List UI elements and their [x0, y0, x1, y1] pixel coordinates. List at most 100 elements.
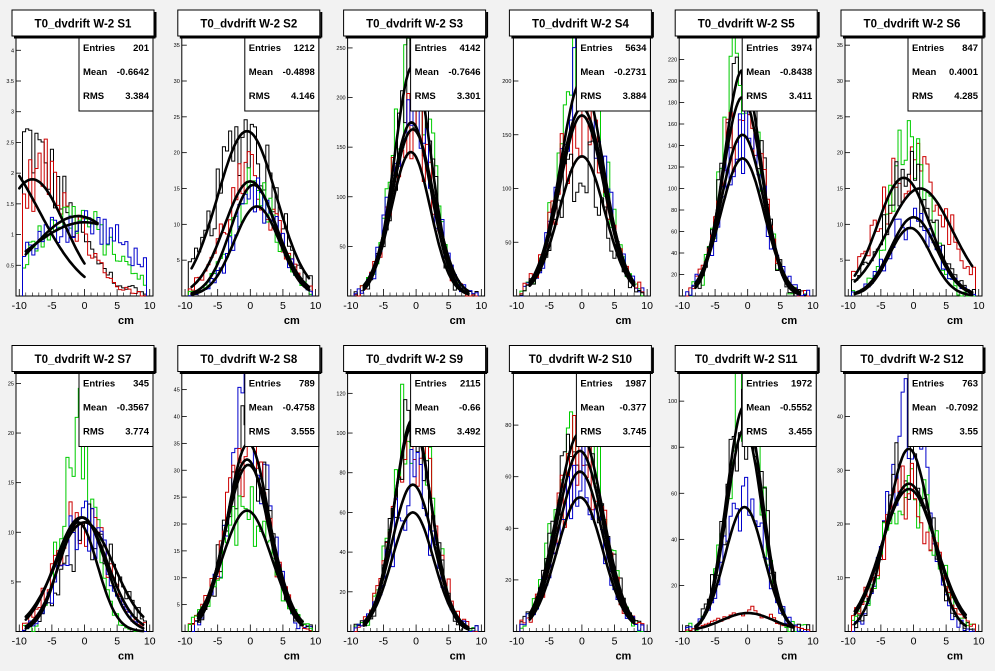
title-box [177, 9, 321, 37]
x-tick-label: -5 [47, 300, 56, 312]
stats-label: RMS [746, 427, 767, 438]
stats-label: Entries [580, 43, 612, 54]
y-tick-label: 80 [339, 471, 345, 477]
stats-box [244, 37, 320, 112]
chart-title: T0_dvdrift W-2 S10 [529, 354, 632, 366]
stats-label: RMS [415, 427, 436, 438]
x-tick-label: 5 [943, 300, 949, 312]
stats-value: 345 [133, 379, 150, 390]
histogram-panel: 20 40 60 80 100 120 -10 -5 0 5 10 cm Entries 2115 Mean… [333, 337, 496, 669]
histogram-panel: 50 100 150 200 -10 -5 0 5 10 cm Entries 5634 Mean -0.… [499, 2, 662, 334]
y-tick-label: 100 [668, 187, 677, 193]
gaussian-fit-curve [853, 176, 974, 294]
y-tick-label: 150 [502, 133, 511, 139]
y-tick-label: 30 [837, 79, 843, 85]
histogram-panel: 0.5 1 1.5 2 2.5 3 3.5 4 -10 -5 0 5 10 cm Entries 201 Mea… [2, 2, 164, 334]
y-tick-label: 180 [668, 101, 677, 107]
x-tick-label: 5 [280, 636, 286, 648]
y-tick-label: 15 [174, 549, 180, 555]
x-tick-label: 5 [280, 300, 286, 312]
x-tick-label: -5 [876, 636, 885, 648]
histogram-panel: 20 40 60 80 100 -10 -5 0 5 10 cm Entries 1972 Mean -0.… [665, 337, 827, 669]
y-tick-label: 1.5 [6, 202, 14, 208]
gaussian-fit-curve [853, 447, 968, 628]
stats-value: 3.492 [457, 427, 481, 438]
y-tick-label: 3.5 [6, 79, 14, 85]
stats-value: 847 [962, 43, 978, 54]
stats-value: 3.455 [788, 427, 812, 438]
stats-value: -0.7646 [448, 67, 480, 78]
x-tick-label: 0 [413, 300, 419, 312]
x-axis-label: cm [118, 315, 134, 327]
y-tick-label: 25 [837, 115, 843, 121]
stats-value: -0.6642 [117, 67, 149, 78]
gaussian-fit-curve [528, 154, 636, 288]
gaussian-fit-curve [362, 511, 470, 630]
stats-box [410, 373, 486, 447]
stats-label: Mean [580, 67, 604, 78]
x-tick-label: 0 [579, 636, 585, 648]
y-tick-label: 80 [671, 445, 677, 451]
x-tick-label: -5 [710, 300, 719, 312]
stats-value: -0.5552 [780, 403, 812, 414]
x-tick-label: -5 [47, 636, 56, 648]
x-tick-label: 5 [446, 300, 452, 312]
stats-label: RMS [746, 91, 767, 102]
y-tick-label: 20 [339, 590, 345, 596]
x-axis-label: cm [781, 315, 797, 327]
x-tick-label: 0 [82, 636, 88, 648]
stats-value: -0.66 [459, 403, 481, 414]
x-tick-label: -5 [379, 300, 388, 312]
stats-label: Entries [746, 379, 778, 390]
gaussian-fit-curve [528, 470, 636, 624]
stats-label: RMS [83, 427, 104, 438]
x-tick-label: 10 [641, 636, 653, 648]
title-box [343, 9, 487, 37]
stats-value: -0.377 [619, 403, 646, 414]
stats-value: -0.3567 [117, 403, 149, 414]
stats-value: 1972 [791, 379, 812, 390]
stats-label: Mean [415, 67, 439, 78]
y-tick-label: 100 [668, 399, 677, 405]
chart-title: T0_dvdrift W-2 S1 [35, 19, 133, 31]
y-tick-label: 140 [668, 144, 677, 150]
y-tick-label: 60 [505, 475, 511, 481]
y-tick-label: 150 [336, 145, 345, 151]
y-tick-label: 20 [174, 151, 180, 157]
stats-box [410, 37, 486, 112]
stats-box [78, 37, 154, 112]
y-tick-label: 40 [837, 415, 843, 421]
y-tick-label: 4 [11, 48, 14, 54]
gaussian-fit-curve [528, 114, 636, 287]
y-tick-label: 100 [336, 431, 345, 437]
y-tick-label: 100 [336, 195, 345, 201]
stats-value: 4142 [459, 43, 480, 54]
y-tick-label: 30 [174, 79, 180, 85]
x-tick-label: 5 [612, 300, 618, 312]
y-tick-label: 40 [671, 251, 677, 257]
x-tick-label: 10 [310, 300, 322, 312]
stats-label: Entries [249, 379, 281, 390]
x-tick-label: -10 [177, 636, 192, 648]
y-tick-label: 20 [671, 273, 677, 279]
x-axis-label: cm [947, 651, 963, 663]
y-tick-label: 120 [668, 165, 677, 171]
stats-value: 4.146 [291, 91, 315, 102]
title-box [840, 345, 984, 372]
y-tick-label: 2.5 [6, 140, 14, 146]
x-tick-label: -10 [343, 300, 358, 312]
stats-label: Mean [746, 403, 770, 414]
stats-value: 3.745 [623, 427, 647, 438]
title-box [11, 345, 155, 372]
y-tick-label: 5 [177, 603, 180, 609]
x-tick-label: 0 [745, 636, 751, 648]
y-tick-label: 35 [174, 441, 180, 447]
y-tick-label: 250 [336, 46, 345, 52]
gaussian-fit-curve [24, 221, 99, 253]
stats-label: Entries [580, 379, 612, 390]
y-tick-label: 45 [174, 388, 180, 394]
x-axis-label: cm [615, 651, 631, 663]
gaussian-fit-curve [362, 150, 470, 296]
title-box [177, 345, 321, 372]
stats-label: Entries [912, 43, 944, 54]
